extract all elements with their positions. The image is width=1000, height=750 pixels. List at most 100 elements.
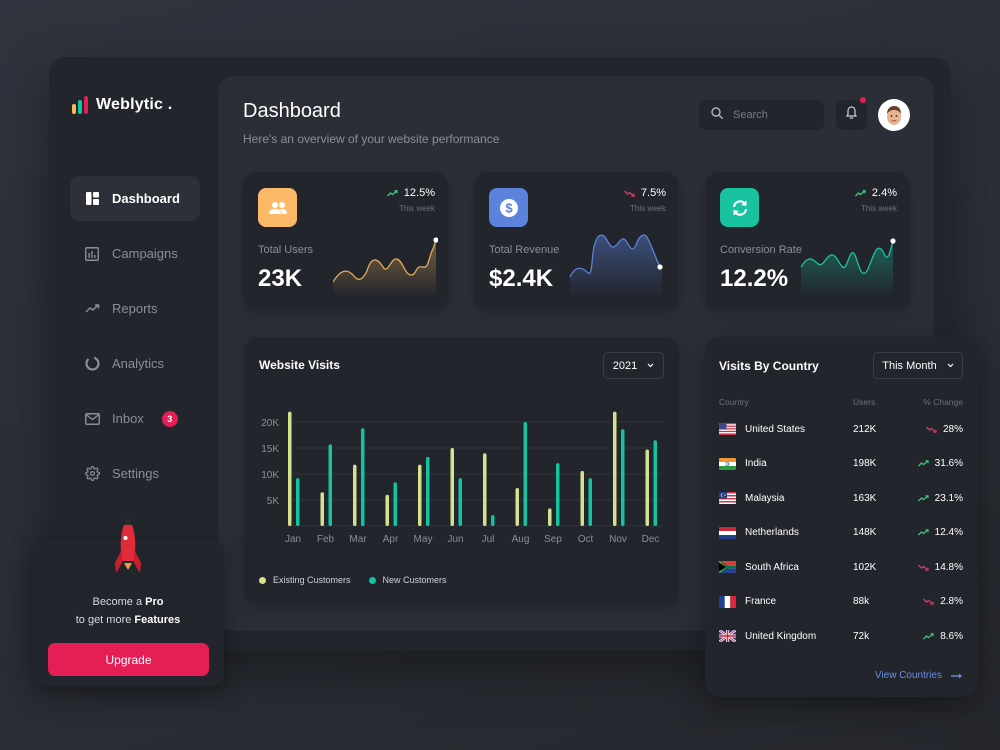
table-row[interactable]: Malaysia 163K 23.1% <box>705 488 978 508</box>
search-box[interactable] <box>699 100 824 130</box>
sparkline-chart <box>569 234 663 297</box>
rocket-icon <box>115 515 141 573</box>
sidebar-item-inbox[interactable]: Inbox 3 <box>70 396 200 441</box>
mail-icon <box>84 411 100 427</box>
x-tick-label: Jul <box>482 534 495 545</box>
view-countries-link[interactable]: View Countries <box>875 670 962 681</box>
country-change: 14.8% <box>917 562 963 573</box>
x-tick-label: Dec <box>642 534 660 545</box>
sidebar-item-label: Settings <box>112 466 159 481</box>
y-tick-label: 20K <box>261 418 279 429</box>
bar-new-customers[interactable] <box>621 429 625 526</box>
legend-new-customers[interactable]: New Customers <box>368 575 447 585</box>
bar-existing-customers[interactable] <box>320 492 325 526</box>
bar-existing-customers[interactable] <box>418 464 422 526</box>
stat-change: 7.5% <box>623 187 666 199</box>
trend-up-icon <box>917 460 929 467</box>
bar-new-customers[interactable] <box>523 422 528 526</box>
notifications-button[interactable] <box>836 100 867 130</box>
legend-existing-customers[interactable]: Existing Customers <box>259 575 351 585</box>
flag-za-icon <box>719 561 736 573</box>
table-row[interactable]: United Kingdom 72k 8.6% <box>705 626 978 646</box>
chevron-down-icon <box>647 363 654 368</box>
bar-existing-customers[interactable] <box>515 488 520 526</box>
card-title: Visits By Country <box>719 359 819 373</box>
bar-existing-customers[interactable] <box>385 494 390 526</box>
sidebar-item-settings[interactable]: Settings <box>70 451 200 496</box>
sidebar-item-reports[interactable]: Reports <box>70 286 200 331</box>
sparkline-chart <box>333 237 438 297</box>
trend-up-icon <box>854 189 866 196</box>
upgrade-promo-card: Become a Pro to get more Features Upgrad… <box>32 515 224 686</box>
country-users: 163K <box>853 492 877 504</box>
x-tick-label: Nov <box>609 534 627 545</box>
bar-new-customers[interactable] <box>426 456 430 526</box>
bar-existing-customers[interactable] <box>450 448 455 526</box>
stat-value: 12.2% <box>720 265 789 292</box>
sidebar-item-label: Inbox <box>112 411 144 426</box>
search-icon <box>711 106 723 124</box>
column-header-country: Country <box>719 397 749 407</box>
search-input[interactable] <box>733 109 813 121</box>
country-users: 102K <box>853 561 877 573</box>
bar-new-customers[interactable] <box>588 478 593 526</box>
sidebar-item-dashboard[interactable]: Dashboard <box>70 176 200 221</box>
trend-down-icon <box>917 564 929 571</box>
bar-existing-customers[interactable] <box>288 411 292 526</box>
bar-new-customers[interactable] <box>458 478 463 526</box>
x-tick-label: Apr <box>383 534 399 545</box>
bar-existing-customers[interactable] <box>645 449 650 526</box>
upgrade-message: Become a Pro to get more Features <box>75 596 181 626</box>
x-tick-label: Sep <box>544 534 562 545</box>
x-tick-label: Feb <box>317 534 335 545</box>
bar-existing-customers[interactable] <box>613 411 617 526</box>
sidebar-item-campaigns[interactable]: Campaigns <box>70 231 200 276</box>
avatar[interactable] <box>878 99 910 131</box>
table-row[interactable]: United States 212K 28% <box>705 419 978 439</box>
bar-new-customers[interactable] <box>296 478 300 526</box>
table-row[interactable]: India 198K 31.6% <box>705 454 978 474</box>
country-name: France <box>745 596 777 607</box>
bar-new-customers[interactable] <box>556 463 560 526</box>
flag-us-icon <box>719 423 736 435</box>
brand-logo[interactable]: Weblytic . <box>72 96 172 114</box>
stat-card-total-revenue: $ 7.5% This week Total Revenue $2.4K <box>474 172 679 310</box>
table-row[interactable]: South Africa 102K 14.8% <box>705 557 978 577</box>
sidebar-item-label: Analytics <box>112 356 165 371</box>
bar-new-customers[interactable] <box>653 440 658 526</box>
country-users: 198K <box>853 458 877 469</box>
stat-label: Total Users <box>258 244 314 256</box>
card-title: Website Visits <box>259 358 340 372</box>
country-users: 72k <box>853 630 870 642</box>
upgrade-button[interactable]: Upgrade <box>48 643 209 676</box>
trend-up-icon <box>923 632 934 639</box>
flag-fr-icon <box>719 595 736 608</box>
sidebar-item-analytics[interactable]: Analytics <box>70 341 200 386</box>
trend-up-icon <box>917 529 929 536</box>
bar-existing-customers[interactable] <box>483 453 487 526</box>
x-tick-label: Aug <box>512 534 530 545</box>
x-tick-label: Jun <box>447 534 463 545</box>
bar-new-customers[interactable] <box>328 444 333 526</box>
stat-change: 12.5% <box>386 187 435 199</box>
country-name: Malaysia <box>745 492 785 504</box>
bar-new-customers[interactable] <box>491 515 495 526</box>
stat-label: Conversion Rate <box>720 244 802 256</box>
trend-icon <box>84 301 100 317</box>
sidebar-item-label: Reports <box>112 301 158 316</box>
sparkline-chart <box>800 238 896 297</box>
bar-existing-customers[interactable] <box>548 508 552 526</box>
flag-my-icon <box>719 492 736 504</box>
stat-period: This week <box>629 204 666 213</box>
table-row[interactable]: Netherlands 148K 12.4% <box>705 523 978 543</box>
bar-new-customers[interactable] <box>393 482 398 526</box>
flag-in-icon <box>719 457 736 470</box>
bar-existing-customers[interactable] <box>353 464 357 526</box>
bar-new-customers[interactable] <box>361 428 365 526</box>
donut-icon <box>84 356 100 372</box>
year-dropdown[interactable]: 2021 <box>603 352 664 379</box>
column-header-change: % Change <box>923 397 963 407</box>
period-dropdown[interactable]: This Month <box>873 352 963 379</box>
table-row[interactable]: France 88k 2.8% <box>705 592 978 612</box>
bar-existing-customers[interactable] <box>580 470 585 526</box>
